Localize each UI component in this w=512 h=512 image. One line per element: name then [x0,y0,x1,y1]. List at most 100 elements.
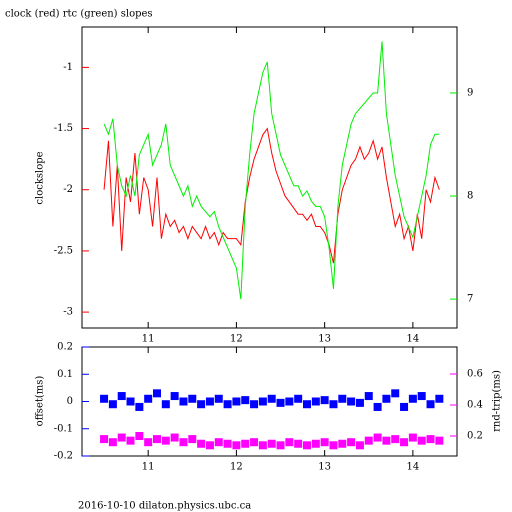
data-point [153,389,161,398]
data-point [108,400,117,409]
data-point [205,441,214,450]
y-tick-label: -1 [63,62,73,73]
data-point [161,400,170,409]
data-point [153,435,161,444]
data-point [135,402,144,411]
data-point [258,397,267,406]
data-point [250,438,259,447]
data-point [320,438,329,447]
chart-title: clock (red) rtc (green) slopes [5,9,153,20]
data-line [103,127,440,264]
data-point [417,392,426,401]
data-point [108,438,117,447]
x-tick-label: 14 [407,462,420,473]
data-point [391,435,400,444]
data-point [250,400,259,409]
footer: 2016-10-10 dilaton.physics.ubc.ca [78,501,251,512]
y2-tick-label: 8 [467,191,473,202]
data-point [364,392,373,401]
data-point [435,394,444,403]
data-point [303,441,311,450]
y-axis-label: offset(ms) [35,376,46,427]
y-tick-label: 0 [67,396,73,407]
data-point [355,398,364,407]
data-point [232,397,241,406]
data-point [214,394,223,403]
data-point [258,441,267,450]
data-point [126,397,135,406]
data-point [311,439,320,448]
data-point [188,394,197,403]
data-point [435,436,444,445]
data-point [144,394,153,403]
data-point [338,394,347,403]
data-point [267,439,276,448]
data-point [329,441,338,450]
data-point [117,392,126,401]
data-point [382,436,391,445]
data-point [285,438,294,447]
data-point [188,435,197,444]
plot-frame [81,26,458,329]
x-tick-label: 13 [318,462,331,473]
x-tick-label: 12 [230,462,243,473]
data-point [373,433,382,442]
y-axis-label: clockslope [35,151,46,204]
data-line [103,41,440,300]
data-point [426,435,435,444]
data-point [241,439,250,448]
y2-axis-label: rnd-trip(ms) [492,370,503,432]
x-tick-label: 13 [318,334,331,345]
x-tick-label: 14 [407,334,420,345]
data-point [303,400,311,409]
data-point [329,400,338,409]
data-point [426,400,435,409]
y2-tick-label: 0.2 [467,430,483,441]
y2-tick-label: 9 [467,87,473,98]
data-point [179,397,188,406]
data-point [391,389,400,398]
data-point [267,394,276,403]
data-point [144,438,153,447]
data-point [161,436,170,445]
data-point [232,441,241,450]
data-point [338,439,347,448]
data-point [223,400,232,409]
data-point [285,397,294,406]
data-point [355,441,364,450]
y-tick-label: -3 [63,307,73,318]
y-tick-label: -0.1 [54,423,73,434]
data-point [276,441,285,450]
data-point [294,439,303,448]
data-point [382,394,391,403]
data-point [170,433,179,442]
data-point [241,396,250,405]
y2-tick-label: 0.4 [467,399,483,410]
data-point [408,433,417,442]
y-tick-label: -2.5 [54,245,73,256]
data-point [135,431,144,440]
data-point [117,433,126,442]
data-point [417,436,426,445]
data-point [373,402,382,411]
data-point [311,397,320,406]
data-point [214,438,223,447]
data-point [170,392,179,401]
y2-tick-label: 7 [467,294,473,305]
data-point [197,439,206,448]
data-point [100,435,109,444]
data-point [408,394,417,403]
y-tick-label: -0.2 [54,451,73,462]
data-point [400,438,409,447]
data-point [197,400,206,409]
y-tick-label: 0.1 [57,369,73,380]
x-tick-label: 11 [142,462,155,473]
y-tick-label: 0.2 [57,342,73,353]
data-point [347,397,356,406]
y-tick-label: -1.5 [54,123,73,134]
data-point [294,394,303,403]
data-point [205,397,214,406]
y2-tick-label: 0.6 [467,368,483,379]
data-point [347,438,356,447]
